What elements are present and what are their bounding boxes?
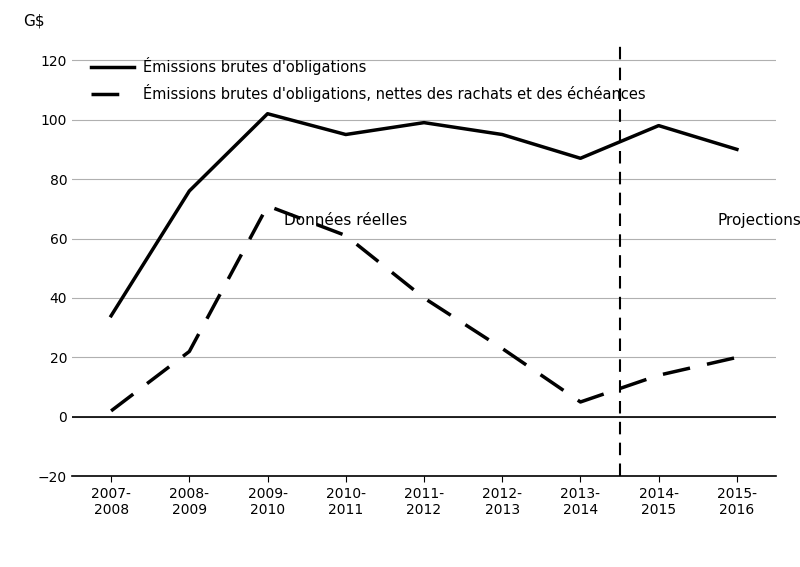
Émissions brutes d'obligations, nettes des rachats et des échéances <box>654 372 663 379</box>
Émissions brutes d'obligations, nettes des rachats et des échéances <box>419 295 429 302</box>
Émissions brutes d'obligations <box>654 122 663 129</box>
Émissions brutes d'obligations <box>106 312 116 319</box>
Émissions brutes d'obligations <box>498 131 507 138</box>
Émissions brutes d'obligations, nettes des rachats et des échéances <box>341 232 350 239</box>
Émissions brutes d'obligations <box>732 146 742 153</box>
Text: Projections: Projections <box>718 213 800 228</box>
Émissions brutes d'obligations, nettes des rachats et des échéances <box>185 348 194 355</box>
Émissions brutes d'obligations, nettes des rachats et des échéances <box>262 202 272 209</box>
Émissions brutes d'obligations <box>341 131 350 138</box>
Émissions brutes d'obligations <box>576 155 586 162</box>
Legend: Émissions brutes d'obligations, Émissions brutes d'obligations, nettes des racha: Émissions brutes d'obligations, Émission… <box>86 53 650 106</box>
Émissions brutes d'obligations <box>262 111 272 117</box>
Émissions brutes d'obligations, nettes des rachats et des échéances <box>498 345 507 352</box>
Émissions brutes d'obligations, nettes des rachats et des échéances <box>106 408 116 414</box>
Émissions brutes d'obligations, nettes des rachats et des échéances <box>732 354 742 361</box>
Line: Émissions brutes d'obligations: Émissions brutes d'obligations <box>111 114 737 316</box>
Émissions brutes d'obligations, nettes des rachats et des échéances <box>576 399 586 405</box>
Émissions brutes d'obligations <box>185 188 194 194</box>
Text: G$: G$ <box>22 13 44 28</box>
Émissions brutes d'obligations <box>419 119 429 126</box>
Text: Données réelles: Données réelles <box>284 213 407 228</box>
Line: Émissions brutes d'obligations, nettes des rachats et des échéances: Émissions brutes d'obligations, nettes d… <box>111 206 737 411</box>
